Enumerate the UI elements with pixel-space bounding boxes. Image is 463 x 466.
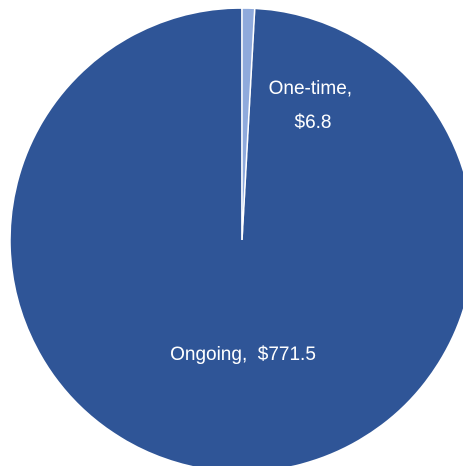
pie-slices bbox=[9, 7, 463, 466]
slice-label-ongoing-category: Ongoing bbox=[170, 344, 242, 365]
slice-label-one-time: One-time, $6.8 bbox=[269, 78, 358, 133]
slice-label-ongoing-value: $771.5 bbox=[258, 344, 316, 365]
slice-label-one-time-separator: , bbox=[347, 78, 352, 99]
pie-slice-one-time bbox=[241, 7, 256, 241]
slice-label-one-time-category: One-time bbox=[269, 78, 347, 99]
slice-label-ongoing: Ongoing, $771.5 bbox=[170, 344, 316, 365]
slice-label-ongoing-separator: , bbox=[242, 344, 258, 365]
pie-slice-ongoing bbox=[9, 7, 463, 466]
slice-label-one-time-value: $6.8 bbox=[295, 112, 332, 133]
